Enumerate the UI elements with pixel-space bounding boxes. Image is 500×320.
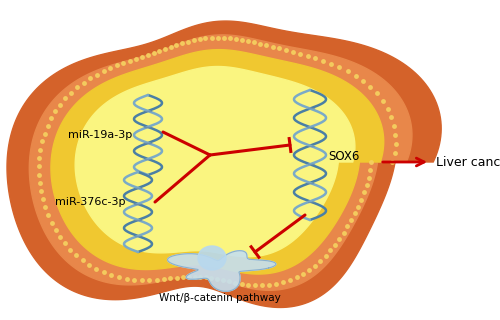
Polygon shape bbox=[30, 35, 412, 290]
Polygon shape bbox=[168, 251, 276, 291]
Polygon shape bbox=[75, 67, 355, 257]
Text: miR-376c-3p: miR-376c-3p bbox=[55, 197, 126, 207]
Polygon shape bbox=[7, 21, 441, 308]
Text: miR-19a-3p: miR-19a-3p bbox=[68, 130, 132, 140]
Text: SOX6: SOX6 bbox=[328, 150, 360, 164]
Polygon shape bbox=[198, 246, 226, 270]
Text: Liver cancer: Liver cancer bbox=[436, 156, 500, 169]
Text: Wnt/β-catenin pathway: Wnt/β-catenin pathway bbox=[159, 293, 281, 303]
Polygon shape bbox=[51, 50, 384, 274]
